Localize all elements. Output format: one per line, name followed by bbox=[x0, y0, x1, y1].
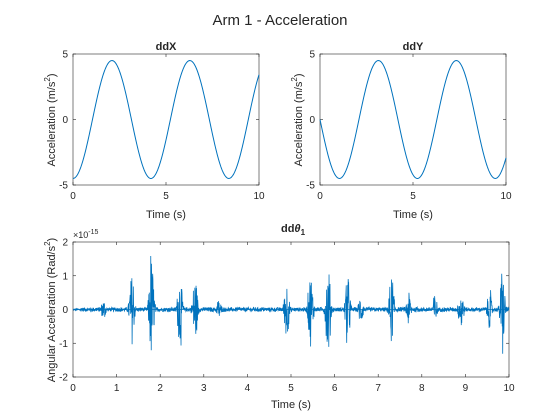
y-tick-label: 1 bbox=[62, 271, 68, 282]
subplot-ddtheta-title: ddθ1 bbox=[281, 223, 306, 237]
subplot-ddtheta-exponent: ×10-15 bbox=[73, 229, 99, 240]
x-tick-label: 10 bbox=[253, 191, 265, 202]
subplot-ddy-ylabel-sup: 2 bbox=[290, 77, 299, 82]
subplot-ddx-ylabel-sup: 2 bbox=[43, 77, 52, 82]
y-tick-label: -1 bbox=[59, 339, 68, 350]
x-tick-label: 0 bbox=[317, 191, 323, 202]
subplot-ddy-ticks: 0 5 10-505 bbox=[306, 50, 512, 203]
subplot-ddtheta-exponent-power: -15 bbox=[88, 229, 98, 236]
x-tick-label: 10 bbox=[503, 383, 515, 394]
y-tick-label: 2 bbox=[62, 238, 68, 249]
x-tick-label: 5 bbox=[288, 383, 294, 394]
x-tick-label: 1 bbox=[114, 383, 120, 394]
subplot-ddy-ylabel-main: Acceleration (m/s bbox=[293, 81, 305, 166]
x-tick-label: 5 bbox=[410, 191, 416, 202]
subplot-ddx-title: ddX bbox=[156, 41, 177, 53]
subplot-ddtheta-ylabel: Angular Acceleration (Rad/s2) bbox=[43, 238, 58, 382]
subplot-ddy-series-line bbox=[319, 60, 507, 179]
subplot-ddtheta-title-main: dd bbox=[281, 223, 294, 235]
y-tick-label: 0 bbox=[309, 115, 315, 126]
subplot-ddx-axes-box bbox=[72, 53, 260, 186]
figure-title: Arm 1 - Acceleration bbox=[212, 12, 347, 29]
y-tick-label: 5 bbox=[62, 50, 68, 61]
x-tick-label: 0 bbox=[70, 383, 76, 394]
subplot-ddtheta-ylabel-sup: 2 bbox=[43, 241, 52, 246]
x-tick-label: 8 bbox=[419, 383, 425, 394]
subplot-ddtheta-ylabel-main: Angular Acceleration (Rad/s bbox=[46, 245, 58, 382]
x-tick-label: 7 bbox=[375, 383, 381, 394]
x-tick-label: 10 bbox=[500, 191, 512, 202]
subplot-ddx-ylabel: Acceleration (m/s2) bbox=[43, 73, 58, 166]
y-tick-label: 5 bbox=[309, 50, 315, 61]
subplot-ddtheta-exponent-base: ×10 bbox=[73, 230, 88, 240]
subplot-ddx-ylabel-tail: ) bbox=[46, 73, 58, 77]
y-tick-label: -5 bbox=[59, 181, 68, 192]
subplot-ddx-ticks: 0 5 10-505 bbox=[59, 50, 265, 203]
subplot-ddx-xlabel: Time (s) bbox=[146, 209, 186, 221]
subplot-ddtheta-title-sub: 1 bbox=[301, 228, 306, 237]
x-tick-label: 9 bbox=[463, 383, 469, 394]
subplot-ddy: ddY 0 5 10-505 Time (s) Acceleration (m/s2… bbox=[290, 41, 512, 221]
subplot-ddtheta-ticks: 0 1 2 3 4 5 6 7 8 9 10 -2 -1 0 1 2 bbox=[59, 238, 515, 395]
y-tick-label: -2 bbox=[59, 373, 68, 384]
y-tick-label: -5 bbox=[306, 181, 315, 192]
y-tick-label: 0 bbox=[62, 115, 68, 126]
subplot-ddy-axes-box bbox=[319, 53, 507, 186]
x-tick-label: 6 bbox=[332, 383, 338, 394]
subplot-ddy-ylabel-tail: ) bbox=[293, 73, 305, 77]
subplot-ddx-series-line bbox=[72, 60, 260, 179]
subplot-ddy-title: ddY bbox=[403, 41, 424, 53]
subplot-ddtheta-title-greek: θ bbox=[294, 223, 300, 235]
x-tick-label: 5 bbox=[163, 191, 169, 202]
subplot-ddy-xlabel: Time (s) bbox=[393, 209, 433, 221]
subplot-ddx: ddX 0 5 10-505 Time (s) Acceleration (m/s2… bbox=[43, 41, 265, 221]
subplot-ddtheta-ylabel-tail: ) bbox=[46, 238, 58, 242]
subplot-ddx-ylabel-main: Acceleration (m/s bbox=[46, 81, 58, 166]
x-tick-label: 2 bbox=[157, 383, 163, 394]
subplot-ddy-ylabel: Acceleration (m/s2) bbox=[290, 73, 305, 166]
x-tick-label: 3 bbox=[201, 383, 207, 394]
y-tick-label: 0 bbox=[62, 305, 68, 316]
subplot-ddtheta-series-line bbox=[72, 256, 510, 354]
x-tick-label: 0 bbox=[70, 191, 76, 202]
subplot-ddtheta-xlabel: Time (s) bbox=[271, 399, 311, 411]
x-tick-label: 4 bbox=[245, 383, 251, 394]
